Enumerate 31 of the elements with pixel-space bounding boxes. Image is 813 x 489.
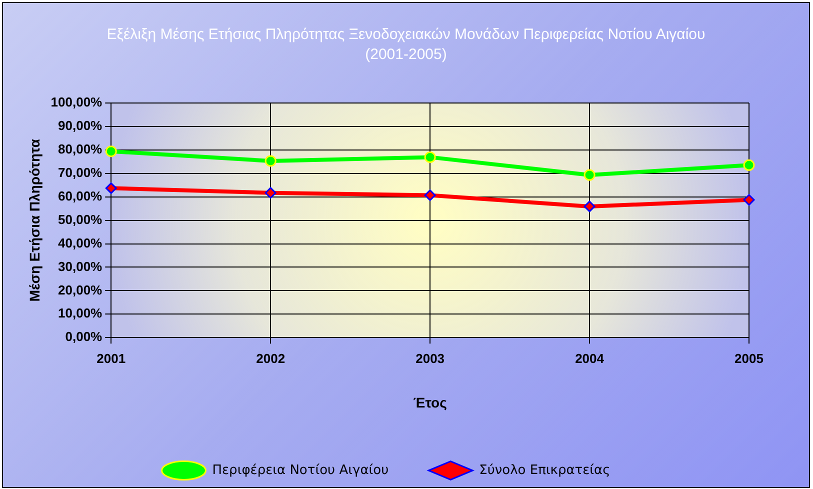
- legend-label: Περιφέρεια Νοτίου Αιγαίου: [212, 462, 389, 478]
- point: [424, 151, 436, 163]
- point: [743, 159, 755, 171]
- point: [264, 155, 276, 167]
- x-tick-label: 2004: [575, 350, 605, 366]
- point: [584, 169, 596, 181]
- y-tick-label: 0,00%: [65, 329, 103, 344]
- y-tick-label: 80,00%: [58, 142, 103, 156]
- x-tick-label: 2003: [416, 350, 445, 366]
- point: [584, 200, 596, 212]
- y-tick-label: 90,00%: [58, 118, 103, 134]
- point: [264, 187, 276, 199]
- y-tick-label: 10,00%: [58, 306, 103, 321]
- point: [743, 194, 755, 206]
- y-axis-title: Μέση Ετήσια Πληρότητα: [26, 138, 42, 302]
- x-tick-label: 2001: [96, 350, 126, 366]
- x-axis-title: Έτος: [413, 394, 447, 410]
- chart-title: Εξέλιξη Μέσης Ετήσιας Πληρότητας Ξενοδοχειακών Μονάδων Περιφερείας Νοτίου Αιγαίου (2001-2005): [106, 25, 706, 65]
- y-tick-label: 20,00%: [58, 282, 103, 298]
- legend-label: Σύνολο Επικρατείας: [479, 462, 610, 478]
- y-tick-label: 100,00%: [50, 94, 103, 110]
- y-tick-label: 40,00%: [58, 235, 103, 250]
- point: [105, 182, 117, 194]
- point: [424, 189, 436, 201]
- y-tick-label: 50,00%: [58, 212, 103, 227]
- y-tick-label: 60,00%: [58, 188, 103, 204]
- y-tick-label: 30,00%: [58, 258, 103, 274]
- y-tick-label: 70,00%: [58, 164, 103, 180]
- point: [105, 146, 117, 158]
- x-tick-label: 2005: [734, 350, 764, 366]
- x-tick-label: 2002: [256, 350, 286, 366]
